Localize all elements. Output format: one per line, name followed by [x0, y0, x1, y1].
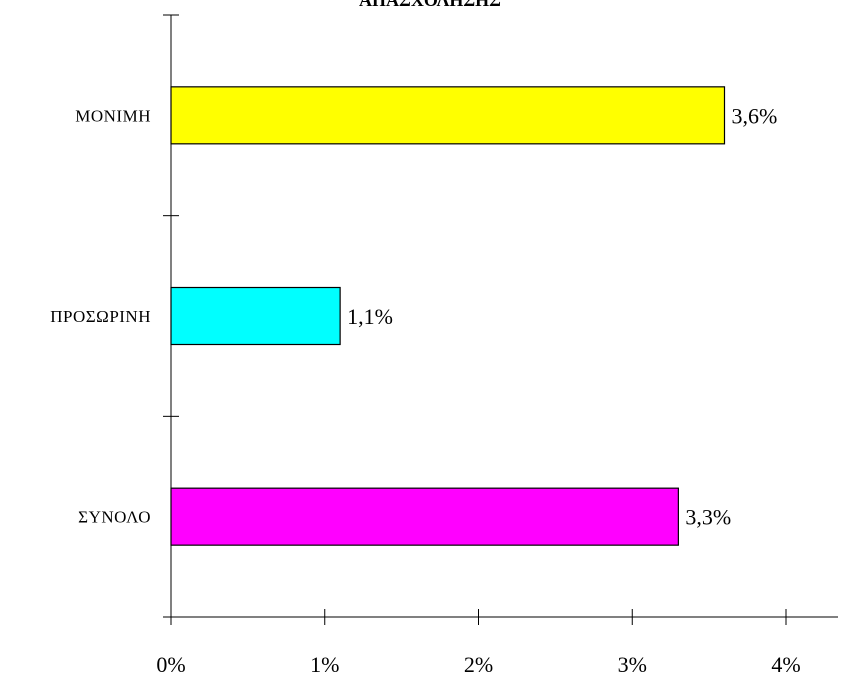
category-label: ΣΥΝΟΛΟ: [78, 508, 151, 527]
bar-3: [170, 487, 679, 546]
x-tick-label: 1%: [310, 652, 339, 677]
x-tick-label: 3%: [618, 652, 647, 677]
data-label: 3,6%: [732, 103, 778, 128]
category-label: ΜΟΝΙΜΗ: [75, 106, 151, 125]
data-label: 1,1%: [347, 304, 393, 329]
x-tick-label: 2%: [464, 652, 493, 677]
x-tick-label: 0%: [156, 652, 185, 677]
chart-axes: 0% 1% 2% 3% 4%: [156, 14, 838, 677]
x-tick-label: 4%: [771, 652, 800, 677]
chart-bars: [170, 86, 726, 546]
chart-title: ΑΠΑΣΧΟΛΗΣΗΣ: [359, 0, 501, 10]
bar-1: [170, 86, 726, 145]
data-label: 3,3%: [685, 505, 731, 530]
chart-labels: ΜΟΝΙΜΗ 3,6% ΠΡΟΣΩΡΙΝΗ 1,1% ΣΥΝΟΛΟ 3,3%: [50, 103, 777, 529]
bar-2: [170, 286, 341, 346]
category-label: ΠΡΟΣΩΡΙΝΗ: [50, 307, 151, 326]
